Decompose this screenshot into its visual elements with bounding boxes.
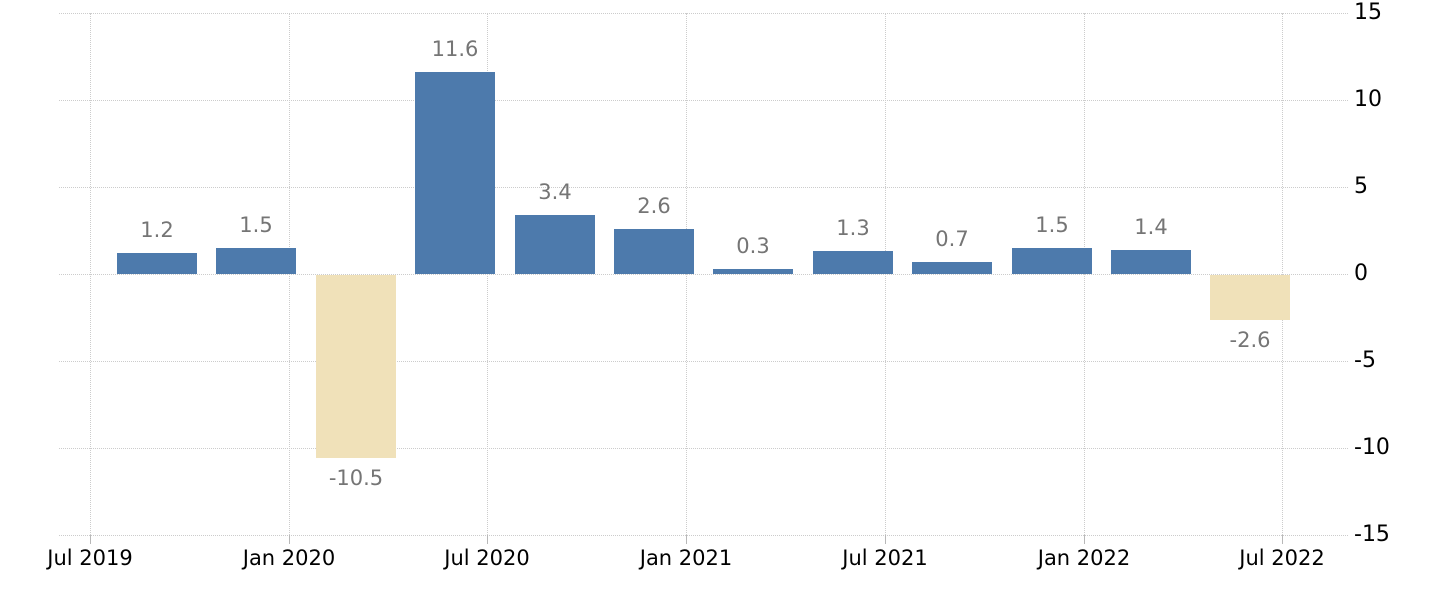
gridline-horizontal [59,361,1348,362]
x-axis-tick [686,535,687,544]
x-axis-tick-label: Jul 2022 [1239,546,1325,570]
y-axis-tick-label: 15 [1354,0,1382,25]
x-axis-tick-label: Jul 2021 [842,546,928,570]
x-axis-tick-label: Jan 2021 [639,546,733,570]
gridline-horizontal [59,100,1348,101]
y-axis-tick-label: 0 [1354,261,1368,286]
x-axis-tick-label: Jul 2020 [444,546,530,570]
x-axis-tick [90,535,91,544]
bar-positive[interactable] [912,262,992,274]
bar-value-label: 1.3 [836,216,870,240]
gridline-vertical [90,13,91,535]
y-axis-tick-label: -10 [1354,435,1390,460]
gridline-horizontal [59,535,1348,536]
bar-positive[interactable] [1111,250,1191,274]
bar-value-label: 3.4 [538,180,572,204]
bar-positive[interactable] [415,72,495,274]
gridline-vertical [289,13,290,535]
gridline-vertical [885,13,886,535]
y-axis-tick-label: 5 [1354,174,1368,199]
bar-value-label: 1.4 [1134,215,1168,239]
bar-value-label: 1.5 [239,213,273,237]
bar-negative[interactable] [1210,275,1290,320]
x-axis-tick-label: Jan 2020 [242,546,336,570]
gridline-vertical [1282,13,1283,535]
gridline-horizontal [59,13,1348,14]
bar-positive[interactable] [515,215,595,274]
bar-value-label: 0.3 [736,234,770,258]
x-axis-tick [487,535,488,544]
x-axis-tick-label: Jul 2019 [47,546,133,570]
y-axis-tick-label: 10 [1354,87,1382,112]
bar-value-label: -10.5 [328,466,384,490]
gridline-vertical [686,13,687,535]
bar-value-label: -2.6 [1229,328,1271,352]
bar-value-label: 0.7 [935,227,969,251]
bar-positive[interactable] [713,269,793,274]
bar-value-label: 1.5 [1035,213,1069,237]
x-axis-tick-label: Jan 2022 [1037,546,1131,570]
bar-value-label: 2.6 [637,194,671,218]
gridline-horizontal [59,274,1348,275]
bar-value-label: 1.2 [140,218,174,242]
gridline-vertical [1084,13,1085,535]
bar-positive[interactable] [813,251,893,274]
bar-positive[interactable] [216,248,296,274]
gridline-horizontal [59,448,1348,449]
y-axis-tick-label: -5 [1354,348,1376,373]
bar-positive[interactable] [614,229,694,274]
x-axis-tick [1282,535,1283,544]
bar-value-label: 11.6 [431,37,479,61]
x-axis-tick [885,535,886,544]
bar-positive[interactable] [1012,248,1092,274]
x-axis-tick [289,535,290,544]
y-axis-tick-label: -15 [1354,522,1390,547]
bar-positive[interactable] [117,253,197,274]
gridline-horizontal [59,187,1348,188]
bar-negative[interactable] [316,275,396,458]
gridline-vertical [487,13,488,535]
x-axis-tick [1084,535,1085,544]
